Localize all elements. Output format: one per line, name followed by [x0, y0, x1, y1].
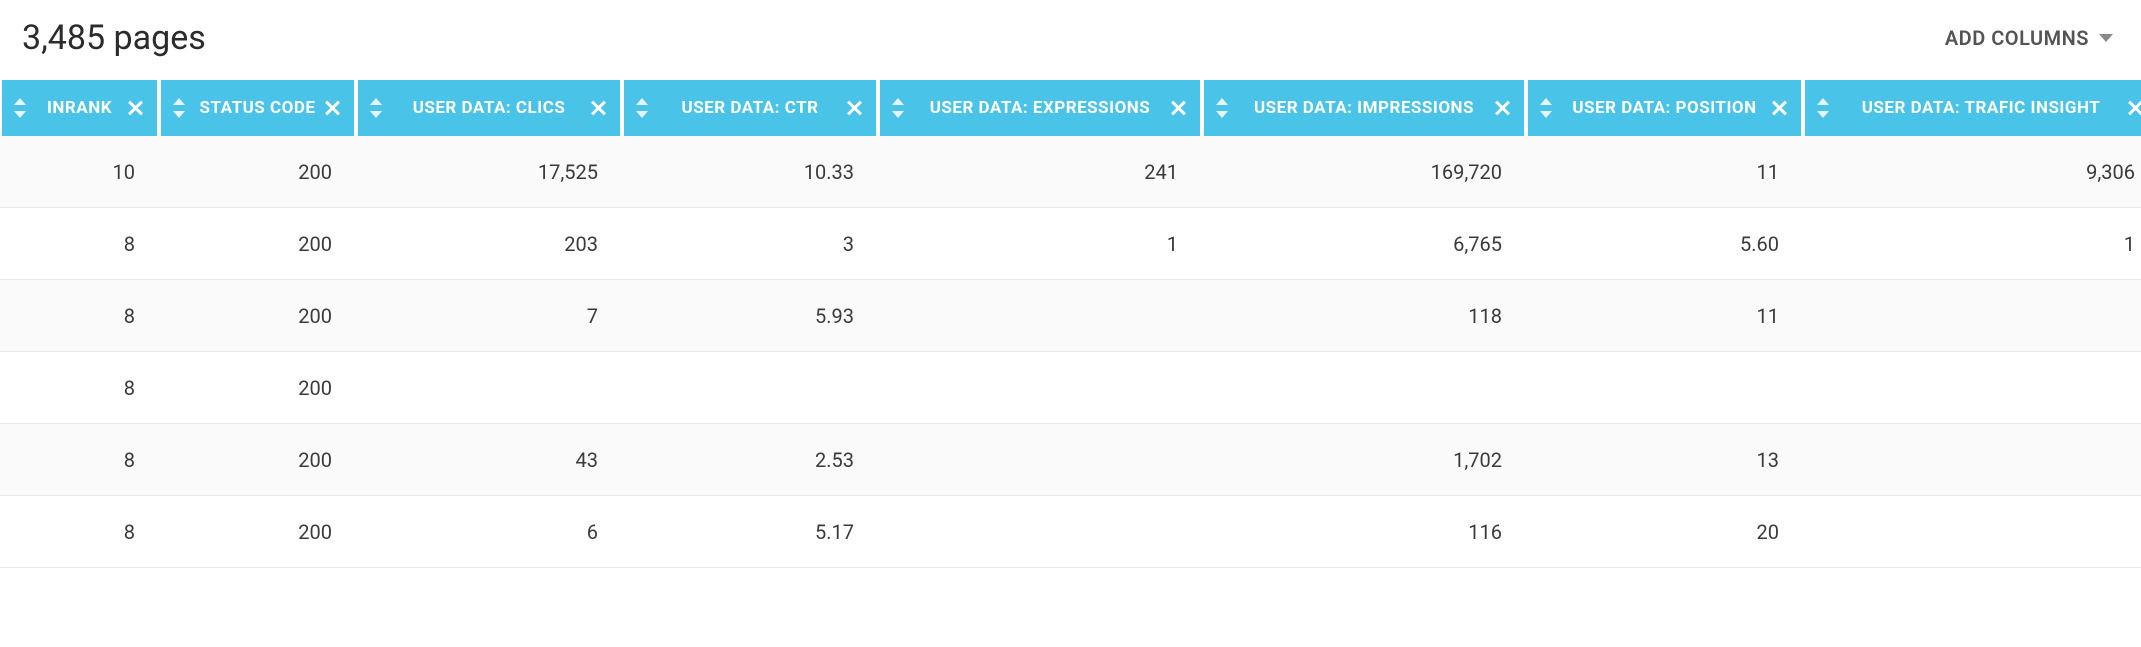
sort-arrows-icon[interactable]	[1540, 98, 1552, 118]
cell-inrank: 10	[2, 136, 157, 207]
cell-inrank: 8	[2, 424, 157, 495]
cell-expressions	[880, 424, 1200, 495]
cell-impressions: 116	[1204, 496, 1524, 567]
cell-impressions: 118	[1204, 280, 1524, 351]
column-header-expressions[interactable]: USER DATA: EXPRESSIONS	[880, 80, 1200, 136]
cell-status: 200	[161, 136, 354, 207]
cell-expressions	[880, 496, 1200, 567]
close-icon[interactable]	[1494, 100, 1510, 116]
table-row[interactable]: 8200432.53 1,70213	[0, 424, 2141, 496]
cell-position: 11	[1528, 136, 1801, 207]
cell-position: 5.60	[1528, 208, 1801, 279]
sort-arrows-icon[interactable]	[1817, 98, 1829, 118]
cell-expressions	[880, 352, 1200, 423]
table-row[interactable]: 820065.17 11620	[0, 496, 2141, 568]
cell-clics: 43	[358, 424, 620, 495]
column-header-impressions[interactable]: USER DATA: IMPRESSIONS	[1204, 80, 1524, 136]
column-header-label: USER DATA: EXPRESSIONS	[930, 98, 1151, 118]
cell-clics: 7	[358, 280, 620, 351]
cell-trafic	[1805, 280, 2141, 351]
cell-clics	[358, 352, 620, 423]
cell-position: 13	[1528, 424, 1801, 495]
close-icon[interactable]	[1771, 100, 1787, 116]
cell-ctr: 3	[624, 208, 876, 279]
sort-arrows-icon[interactable]	[1216, 98, 1228, 118]
page-title: 3,485 pages	[22, 18, 206, 58]
cell-status: 200	[161, 208, 354, 279]
cell-inrank: 8	[2, 280, 157, 351]
cell-expressions	[880, 280, 1200, 351]
sort-arrows-icon[interactable]	[173, 98, 185, 118]
cell-status: 200	[161, 352, 354, 423]
cell-expressions: 1	[880, 208, 1200, 279]
cell-impressions: 1,702	[1204, 424, 1524, 495]
close-icon[interactable]	[590, 100, 606, 116]
cell-trafic: 1	[1805, 208, 2141, 279]
close-icon[interactable]	[846, 100, 862, 116]
cell-impressions	[1204, 352, 1524, 423]
column-header-ctr[interactable]: USER DATA: CTR	[624, 80, 876, 136]
sort-arrows-icon[interactable]	[370, 98, 382, 118]
close-icon[interactable]	[324, 100, 340, 116]
cell-position	[1528, 352, 1801, 423]
sort-arrows-icon[interactable]	[636, 98, 648, 118]
column-header-label: USER DATA: CTR	[681, 98, 818, 118]
column-header-label: STATUS CODE	[200, 98, 316, 118]
cell-position: 20	[1528, 496, 1801, 567]
column-header-inrank[interactable]: INRANK	[2, 80, 157, 136]
add-columns-label: ADD COLUMNS	[1945, 26, 2089, 50]
cell-clics: 6	[358, 496, 620, 567]
column-header-label: INRANK	[47, 98, 112, 118]
cell-inrank: 8	[2, 352, 157, 423]
cell-ctr: 2.53	[624, 424, 876, 495]
close-icon[interactable]	[2127, 100, 2141, 116]
table-row[interactable]: 820075.93 11811	[0, 280, 2141, 352]
cell-ctr: 5.17	[624, 496, 876, 567]
cell-ctr	[624, 352, 876, 423]
cell-trafic: 9,306	[1805, 136, 2141, 207]
table-row[interactable]: 8200	[0, 352, 2141, 424]
close-icon[interactable]	[127, 100, 143, 116]
column-header-status[interactable]: STATUS CODE	[161, 80, 354, 136]
add-columns-button[interactable]: ADD COLUMNS	[1945, 26, 2113, 50]
table-row[interactable]: 1020017,52510.33241169,720119,306	[0, 136, 2141, 208]
top-bar: 3,485 pages ADD COLUMNS	[0, 0, 2141, 80]
cell-expressions: 241	[880, 136, 1200, 207]
column-header-position[interactable]: USER DATA: POSITION	[1528, 80, 1801, 136]
cell-inrank: 8	[2, 496, 157, 567]
cell-trafic	[1805, 352, 2141, 423]
table-row[interactable]: 8200203316,7655.601	[0, 208, 2141, 280]
column-header-label: USER DATA: POSITION	[1572, 98, 1756, 118]
cell-status: 200	[161, 280, 354, 351]
column-header-clics[interactable]: USER DATA: CLICS	[358, 80, 620, 136]
cell-status: 200	[161, 424, 354, 495]
cell-ctr: 5.93	[624, 280, 876, 351]
cell-trafic	[1805, 496, 2141, 567]
cell-inrank: 8	[2, 208, 157, 279]
cell-impressions: 6,765	[1204, 208, 1524, 279]
cell-clics: 203	[358, 208, 620, 279]
close-icon[interactable]	[1170, 100, 1186, 116]
cell-clics: 17,525	[358, 136, 620, 207]
column-header-trafic[interactable]: USER DATA: TRAFIC INSIGHT	[1805, 80, 2141, 136]
cell-ctr: 10.33	[624, 136, 876, 207]
cell-impressions: 169,720	[1204, 136, 1524, 207]
cell-trafic	[1805, 424, 2141, 495]
column-header-label: USER DATA: IMPRESSIONS	[1254, 98, 1474, 118]
sort-arrows-icon[interactable]	[14, 98, 26, 118]
column-header-label: USER DATA: TRAFIC INSIGHT	[1862, 98, 2101, 118]
cell-status: 200	[161, 496, 354, 567]
cell-position: 11	[1528, 280, 1801, 351]
sort-arrows-icon[interactable]	[892, 98, 904, 118]
caret-down-icon	[2099, 34, 2113, 42]
column-header-label: USER DATA: CLICS	[413, 98, 566, 118]
table-header-row: INRANK STATUS CODE USER DATA: CLICS USER DA…	[0, 80, 2141, 136]
data-table: INRANK STATUS CODE USER DATA: CLICS USER DA…	[0, 80, 2141, 568]
table-body: 1020017,52510.33241169,720119,3068200203…	[0, 136, 2141, 568]
